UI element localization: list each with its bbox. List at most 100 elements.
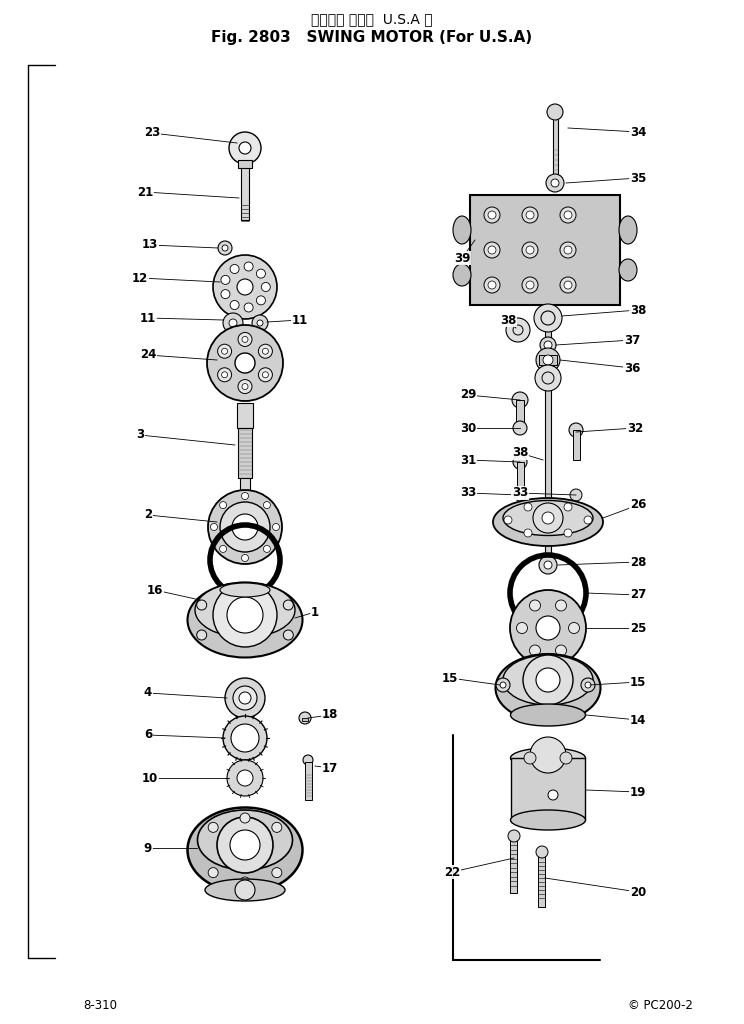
Text: 1: 1 — [311, 605, 319, 618]
Ellipse shape — [220, 583, 270, 597]
Circle shape — [196, 600, 207, 610]
Circle shape — [235, 880, 255, 900]
Circle shape — [218, 241, 232, 255]
Circle shape — [240, 585, 250, 595]
Circle shape — [524, 529, 532, 537]
Circle shape — [221, 290, 230, 299]
Text: 26: 26 — [630, 499, 647, 512]
Circle shape — [560, 242, 576, 258]
Circle shape — [238, 380, 252, 393]
Text: 2: 2 — [144, 509, 152, 521]
Circle shape — [283, 600, 293, 610]
Circle shape — [526, 281, 534, 289]
Circle shape — [213, 255, 277, 319]
Circle shape — [227, 597, 263, 633]
Circle shape — [220, 502, 270, 552]
Circle shape — [564, 246, 572, 254]
Circle shape — [488, 281, 496, 289]
Text: 28: 28 — [630, 555, 647, 568]
Circle shape — [232, 514, 258, 540]
Bar — [553, 115, 558, 180]
Text: 6: 6 — [144, 728, 152, 741]
Text: Fig. 2803   SWING MOTOR (For U.S.A): Fig. 2803 SWING MOTOR (For U.S.A) — [211, 30, 533, 45]
Circle shape — [211, 523, 217, 530]
Circle shape — [526, 246, 534, 254]
Circle shape — [533, 503, 563, 534]
Circle shape — [207, 325, 283, 401]
Circle shape — [223, 716, 267, 760]
Circle shape — [244, 303, 253, 312]
Circle shape — [258, 344, 272, 358]
Circle shape — [526, 211, 534, 219]
Circle shape — [217, 344, 231, 358]
Circle shape — [217, 368, 231, 382]
Circle shape — [237, 279, 253, 295]
Text: 21: 21 — [137, 185, 153, 199]
Circle shape — [213, 583, 277, 647]
Text: 4: 4 — [144, 686, 152, 699]
Circle shape — [534, 304, 562, 332]
Circle shape — [222, 245, 228, 251]
Circle shape — [536, 616, 560, 640]
Circle shape — [231, 724, 259, 752]
Circle shape — [556, 645, 566, 656]
Circle shape — [569, 423, 583, 437]
Circle shape — [512, 392, 528, 408]
Circle shape — [506, 318, 530, 342]
Ellipse shape — [510, 810, 586, 830]
Circle shape — [564, 281, 572, 289]
Circle shape — [261, 283, 270, 292]
Text: 38: 38 — [500, 313, 516, 327]
Circle shape — [263, 502, 270, 509]
Circle shape — [272, 867, 282, 878]
Bar — [545, 305, 551, 555]
Circle shape — [560, 752, 572, 764]
Bar — [238, 428, 252, 478]
Text: 20: 20 — [630, 886, 646, 898]
Circle shape — [536, 846, 548, 858]
Bar — [538, 855, 545, 907]
Circle shape — [239, 142, 251, 154]
Circle shape — [240, 877, 250, 887]
Circle shape — [570, 489, 582, 501]
Circle shape — [514, 489, 526, 501]
Circle shape — [564, 503, 572, 511]
Text: 33: 33 — [460, 486, 476, 500]
Ellipse shape — [510, 748, 586, 768]
Ellipse shape — [187, 808, 303, 893]
Circle shape — [225, 678, 265, 718]
Circle shape — [508, 830, 520, 842]
Text: 16: 16 — [147, 584, 163, 597]
Ellipse shape — [197, 810, 292, 870]
Text: © PC200-2: © PC200-2 — [627, 999, 693, 1012]
Circle shape — [230, 264, 239, 273]
Bar — [241, 165, 249, 220]
Text: 33: 33 — [512, 486, 528, 500]
Circle shape — [585, 682, 591, 688]
Circle shape — [522, 242, 538, 258]
Text: 24: 24 — [140, 348, 156, 361]
Circle shape — [230, 830, 260, 860]
Text: 29: 29 — [460, 388, 476, 401]
Circle shape — [240, 813, 250, 823]
Circle shape — [522, 207, 538, 223]
Ellipse shape — [205, 879, 285, 901]
Text: 36: 36 — [623, 361, 640, 375]
Text: 38: 38 — [512, 446, 528, 460]
Bar — [573, 430, 580, 460]
Circle shape — [242, 493, 248, 500]
Ellipse shape — [493, 498, 603, 546]
Circle shape — [513, 421, 527, 435]
Circle shape — [303, 755, 313, 765]
Circle shape — [222, 348, 228, 354]
Circle shape — [530, 600, 540, 611]
Ellipse shape — [453, 264, 471, 286]
Text: 34: 34 — [630, 126, 647, 138]
Circle shape — [239, 692, 251, 705]
Text: 32: 32 — [627, 422, 643, 434]
Text: 12: 12 — [132, 271, 148, 285]
Text: 38: 38 — [630, 303, 647, 316]
Circle shape — [484, 278, 500, 293]
Text: 31: 31 — [460, 454, 476, 467]
Ellipse shape — [195, 583, 295, 638]
